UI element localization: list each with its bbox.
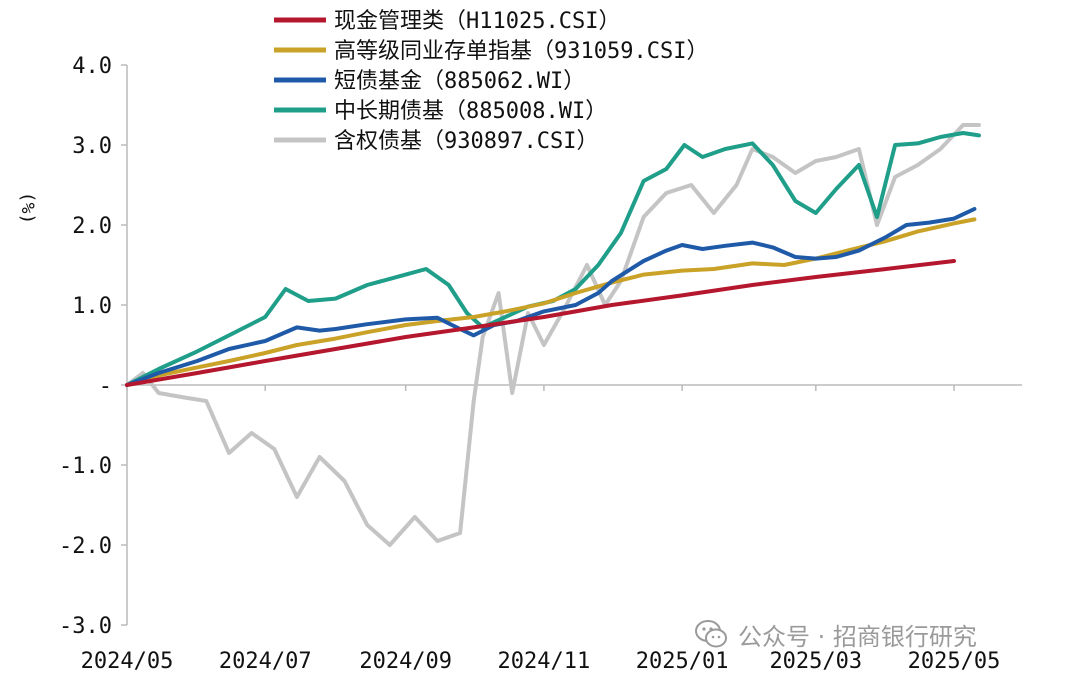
x-tick-label: 2024/05 <box>81 649 174 674</box>
legend-label: 含权债基（930897.CSI） <box>334 129 598 154</box>
y-axis: 4.0 3.0 2.0 1.0 - -1.0 -2.0 -3.0 <box>59 54 128 639</box>
y-tick-label: -2.0 <box>59 534 112 559</box>
y-tick-label: 4.0 <box>72 54 112 79</box>
y-tick-label: 2.0 <box>72 214 112 239</box>
x-tick-label: 2024/09 <box>359 649 452 674</box>
x-tick-label: 2025/01 <box>636 649 729 674</box>
x-tick-label: 2024/11 <box>498 649 591 674</box>
x-tick-label: 2025/05 <box>908 649 1001 674</box>
x-tick-label: 2024/07 <box>219 649 312 674</box>
legend-label: 短债基金（885062.WI） <box>334 69 585 94</box>
legend-label: 中长期债基（885008.WI） <box>334 99 607 124</box>
series-line-4 <box>125 123 981 547</box>
y-tick-label: -3.0 <box>59 614 112 639</box>
series-line-0 <box>125 259 956 387</box>
series-line-1 <box>125 217 977 387</box>
x-tick-label: 2025/03 <box>769 649 862 674</box>
y-axis-label: (%) <box>17 192 38 225</box>
watermark: 公众号 · 招商银行研究 <box>694 614 977 654</box>
y-tick-label: - <box>99 374 112 399</box>
series-line-2 <box>125 207 977 387</box>
y-tick-label: 1.0 <box>72 294 112 319</box>
wechat-icon <box>695 620 727 648</box>
x-axis: 2024/05 2024/07 2024/09 2024/11 2025/01 2025/… <box>81 384 1022 674</box>
y-tick-label: -1.0 <box>59 454 112 479</box>
watermark-text: 公众号 · 招商银行研究 <box>738 622 977 651</box>
y-tick-label: 3.0 <box>72 134 112 159</box>
plot-area <box>125 123 981 547</box>
legend-label: 高等级同业存单指基（931059.CSI） <box>334 39 708 64</box>
series-line-3 <box>125 131 981 387</box>
legend: 现金管理类（H11025.CSI） 高等级同业存单指基（931059.CSI） 短债… <box>274 9 708 154</box>
legend-label: 现金管理类（H11025.CSI） <box>334 9 620 34</box>
